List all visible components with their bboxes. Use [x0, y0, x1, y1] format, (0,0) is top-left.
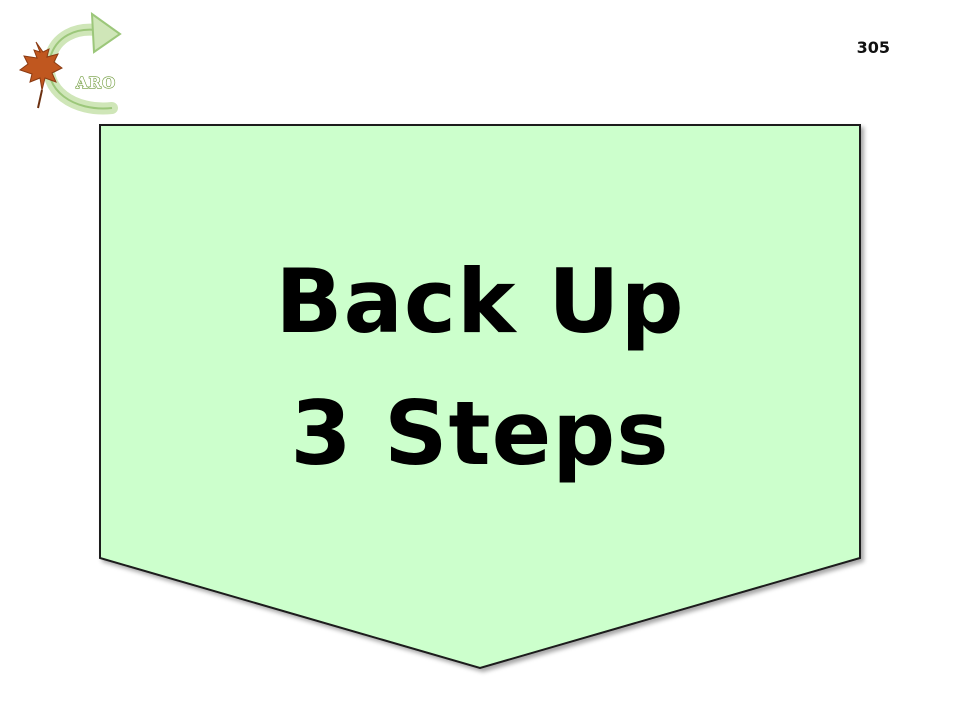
card-message: Back Up 3 Steps — [100, 236, 860, 500]
logo-text: ARO — [75, 73, 117, 92]
maple-leaf-with-curved-arrow-icon — [18, 11, 122, 115]
page-number: 305 — [856, 38, 890, 57]
message-line-2: 3 Steps — [290, 382, 670, 485]
arrow-card-shape — [99, 124, 861, 670]
aro-logo: ARO — [14, 11, 124, 116]
message-line-1: Back Up — [275, 250, 685, 353]
